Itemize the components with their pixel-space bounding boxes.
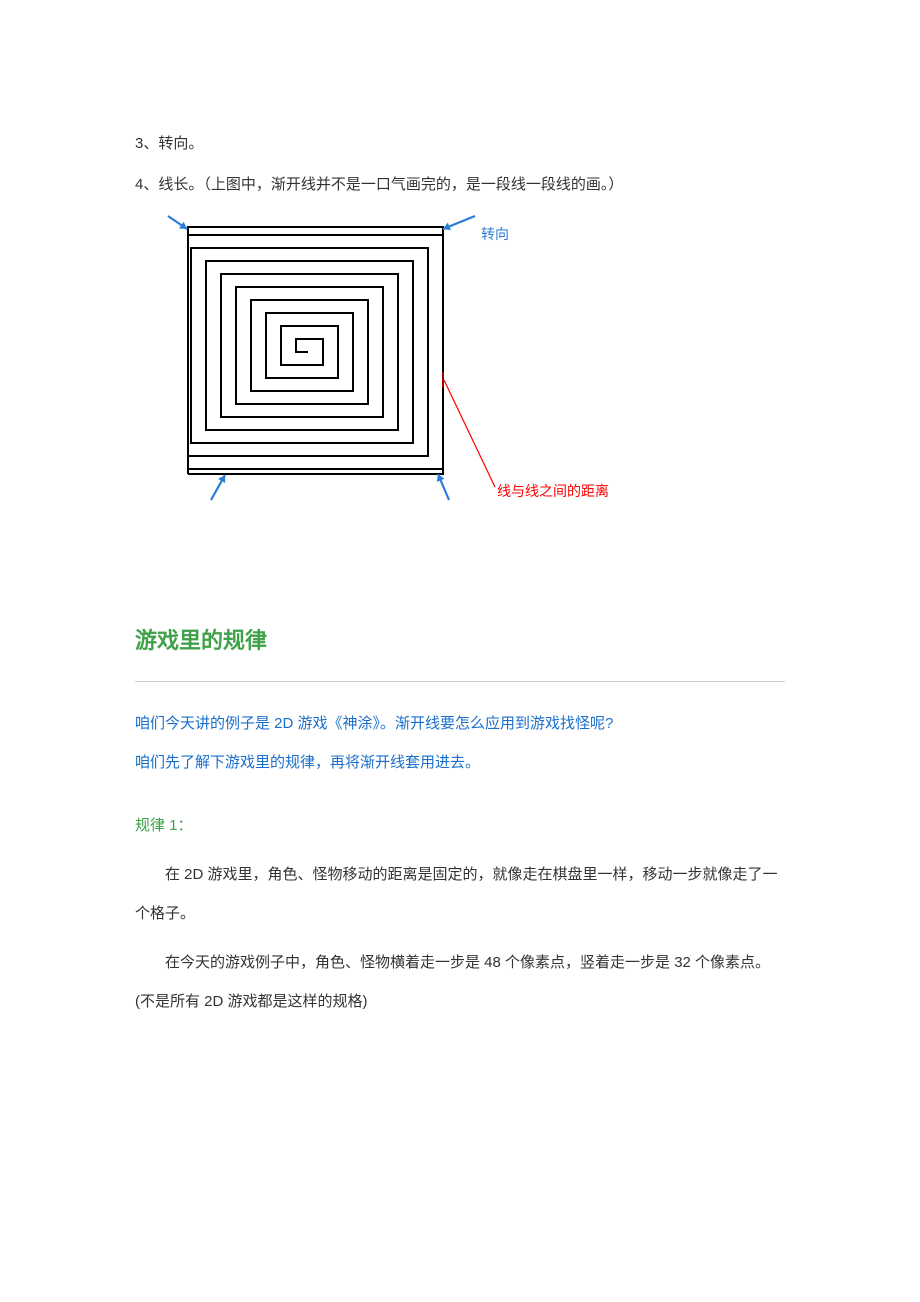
rule1-p2: 在今天的游戏例子中，角色、怪物横着走一步是 48 个像素点，竖着走一步是 32 … xyxy=(135,943,785,1021)
rule1-p1: 在 2D 游戏里，角色、怪物移动的距离是固定的，就像走在棋盘里一样，移动一步就像… xyxy=(135,855,785,933)
spiral-diagram: 转向 线与线之间的距离 xyxy=(163,212,785,531)
spiral-svg xyxy=(163,212,683,522)
rule1-heading: 规律 1： xyxy=(135,812,785,839)
section-divider xyxy=(135,681,785,682)
intro-p1: 咱们今天讲的例子是 2D 游戏《神涂》。渐开线要怎么应用到游戏找怪呢? xyxy=(135,710,785,737)
annotation-distance: 线与线之间的距离 xyxy=(497,479,609,504)
intro-block: 咱们今天讲的例子是 2D 游戏《神涂》。渐开线要怎么应用到游戏找怪呢? 咱们先了… xyxy=(135,710,785,776)
intro-p2: 咱们先了解下游戏里的规律，再将渐开线套用进去。 xyxy=(135,749,785,776)
list-item-4: 4、线长。（上图中，渐开线并不是一口气画完的，是一段线一段线的画。） xyxy=(135,171,785,198)
list-item-3: 3、转向。 xyxy=(135,130,785,157)
section-title-game-rules: 游戏里的规律 xyxy=(135,621,785,661)
annotation-turn: 转向 xyxy=(481,222,509,247)
